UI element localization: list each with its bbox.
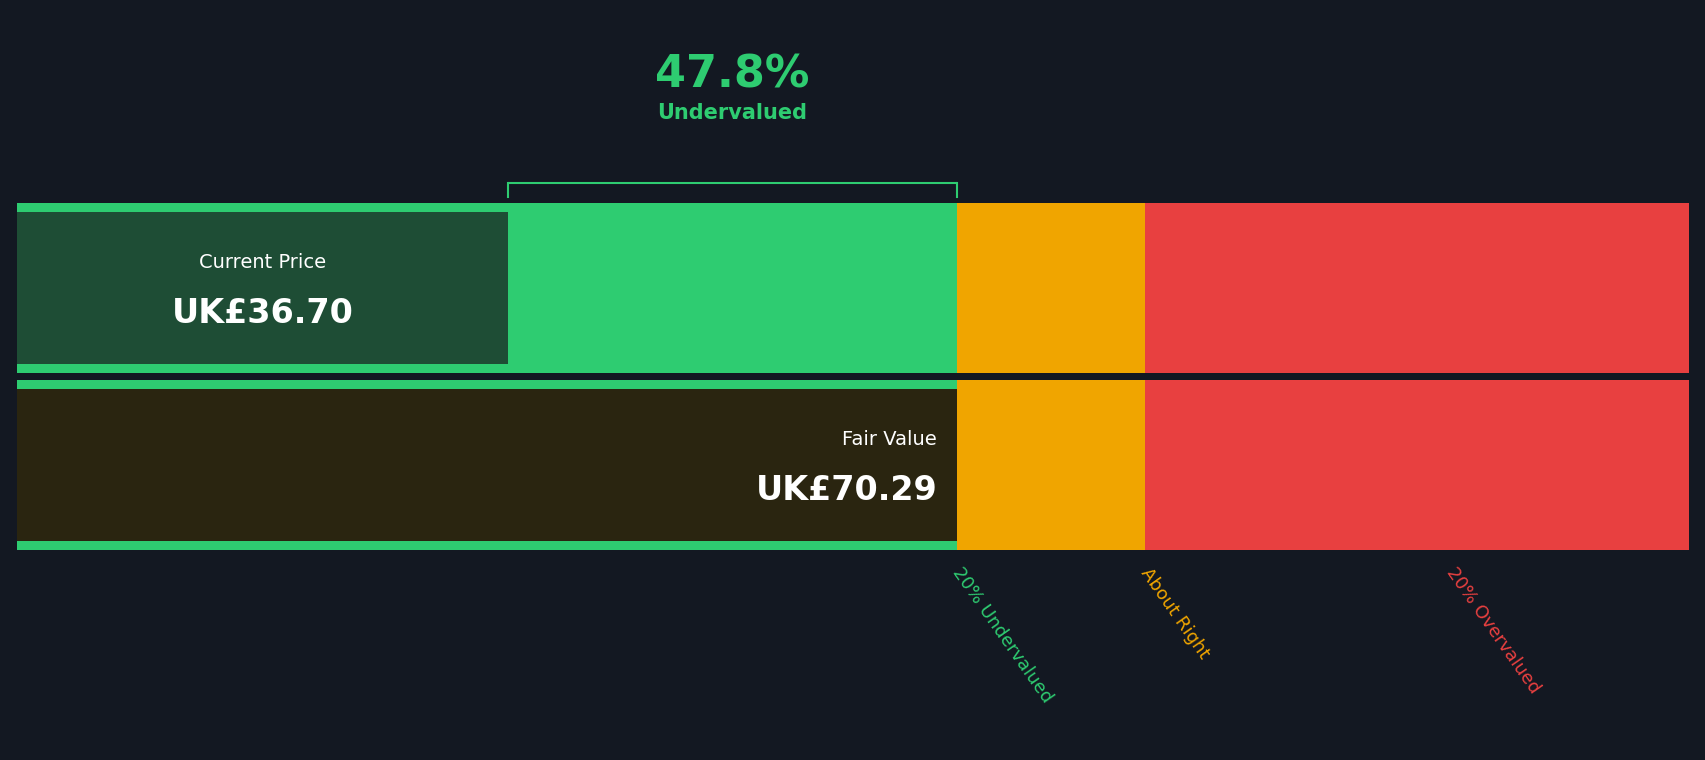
Bar: [17, 389, 957, 541]
Text: 20% Undervalued: 20% Undervalued: [948, 565, 1055, 707]
Text: Undervalued: Undervalued: [656, 103, 806, 123]
Text: Fair Value: Fair Value: [842, 430, 936, 449]
Bar: [1144, 203, 1688, 373]
Bar: [957, 380, 1144, 550]
Bar: [957, 203, 1144, 373]
Text: UK£36.70: UK£36.70: [172, 297, 353, 330]
Text: 47.8%: 47.8%: [655, 53, 810, 97]
Bar: [17, 211, 508, 364]
Text: About Right: About Right: [1137, 565, 1212, 662]
Bar: [1144, 380, 1688, 550]
Text: 20% Overvalued: 20% Overvalued: [1442, 565, 1543, 698]
Text: UK£70.29: UK£70.29: [755, 474, 936, 507]
Bar: [17, 380, 957, 550]
Text: Current Price: Current Price: [199, 253, 326, 272]
Bar: [17, 203, 957, 373]
